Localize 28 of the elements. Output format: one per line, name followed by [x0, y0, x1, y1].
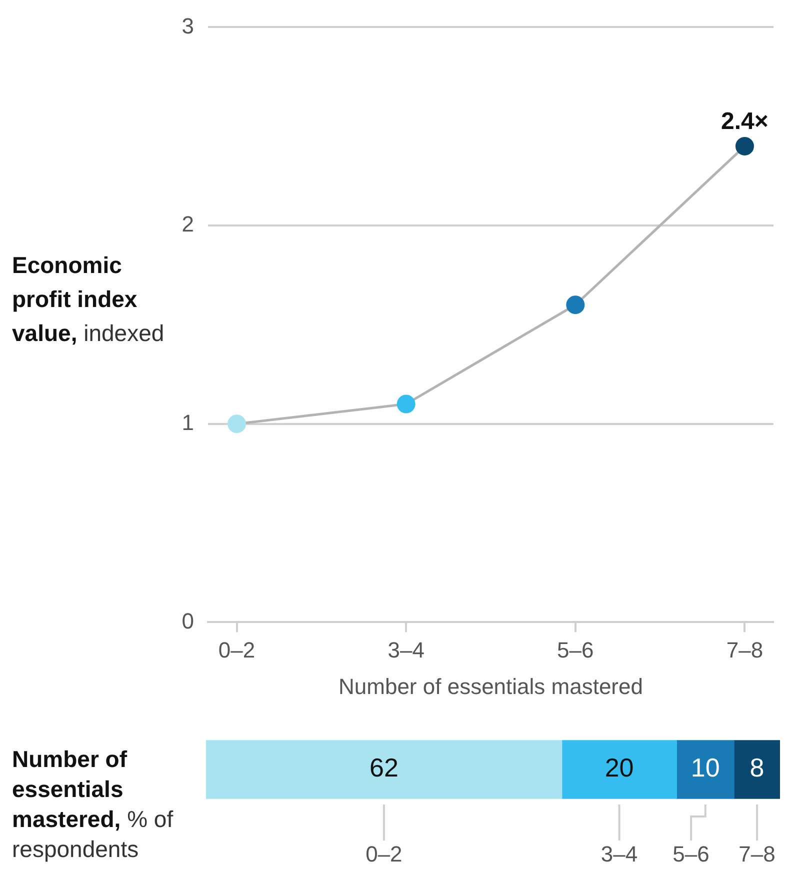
series-label: 0–2: [366, 842, 402, 867]
point: [228, 414, 246, 434]
series-label: 3–4: [600, 842, 638, 867]
bar: [734, 740, 780, 799]
x-tick-label: 3–4: [388, 637, 424, 662]
x-tick-label: 7–8: [726, 637, 764, 662]
y-axis-title: Number of essentials mastered, % of respondents: [12, 746, 174, 862]
y-tick-label: 3: [182, 13, 194, 38]
bar: [562, 740, 678, 799]
y-tick-label: 2: [182, 212, 194, 237]
y-tick-label: 0: [182, 608, 194, 634]
x-tick-label: 0–2: [218, 637, 256, 662]
annotation: 2.4×: [721, 108, 768, 135]
x-axis-title: Number of essentials mastered: [338, 674, 643, 699]
bar: [206, 740, 562, 799]
point: [566, 296, 585, 314]
data-label: 10: [690, 752, 720, 783]
point: [396, 394, 416, 414]
point: [735, 136, 754, 156]
y-axis-title: Economic profit index value, indexed: [12, 252, 164, 346]
data-label: 8: [750, 752, 764, 783]
series-label: 5–6: [672, 842, 710, 867]
data-label: 20: [604, 752, 634, 783]
bar: [676, 740, 734, 799]
series-label: 7–8: [738, 842, 776, 867]
x-tick-label: 5–6: [557, 637, 594, 662]
data-label: 62: [369, 752, 398, 783]
y-tick-label: 1: [182, 410, 194, 435]
